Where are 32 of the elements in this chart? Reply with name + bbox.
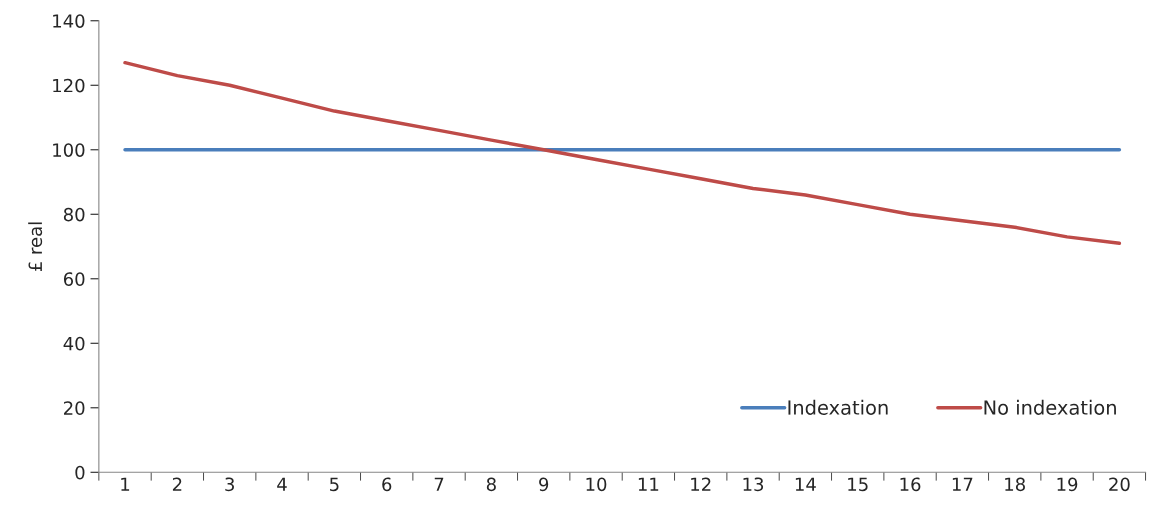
- x-tick-label: 8: [486, 477, 496, 492]
- x-tick-label: 12: [691, 477, 711, 491]
- x-tick-label: 10: [586, 477, 607, 492]
- x-tick-label: 13: [743, 477, 764, 492]
- x-tick-label: 2: [172, 477, 182, 491]
- x-tick-label: 14: [795, 477, 816, 491]
- x-tick-label: 15: [848, 477, 868, 492]
- legend-label: No indexation: [984, 399, 1116, 415]
- y-tick-label: 20: [64, 401, 85, 415]
- y-tick-label: 40: [63, 336, 85, 351]
- y-tick-label: 140: [53, 14, 85, 28]
- x-tick-label: 16: [900, 477, 921, 492]
- x-tick-label: 11: [638, 477, 659, 491]
- x-tick-label: 9: [539, 477, 549, 492]
- x-tick-label: 20: [1109, 477, 1130, 492]
- x-tick-label: 3: [225, 477, 234, 492]
- x-tick-label: 7: [434, 477, 444, 491]
- legend-label: Indexation: [788, 399, 888, 415]
- y-tick-label: 60: [63, 272, 85, 286]
- x-tick-label: 18: [1005, 477, 1025, 492]
- x-tick-label: 17: [952, 477, 973, 491]
- y-axis-title: £ real: [28, 222, 43, 272]
- line-series: [123, 60, 1122, 246]
- y-tick-label: 100: [53, 143, 85, 157]
- x-tick-label: 5: [330, 477, 339, 492]
- x-tick-label: 4: [277, 477, 287, 491]
- y-tick-label: 0: [75, 465, 85, 480]
- x-tick-label: 1: [121, 477, 130, 491]
- y-tick-label: 80: [63, 207, 85, 222]
- x-tick-label: 19: [1057, 477, 1078, 492]
- y-tick-label: 120: [53, 78, 85, 93]
- x-tick-label: 6: [382, 477, 392, 492]
